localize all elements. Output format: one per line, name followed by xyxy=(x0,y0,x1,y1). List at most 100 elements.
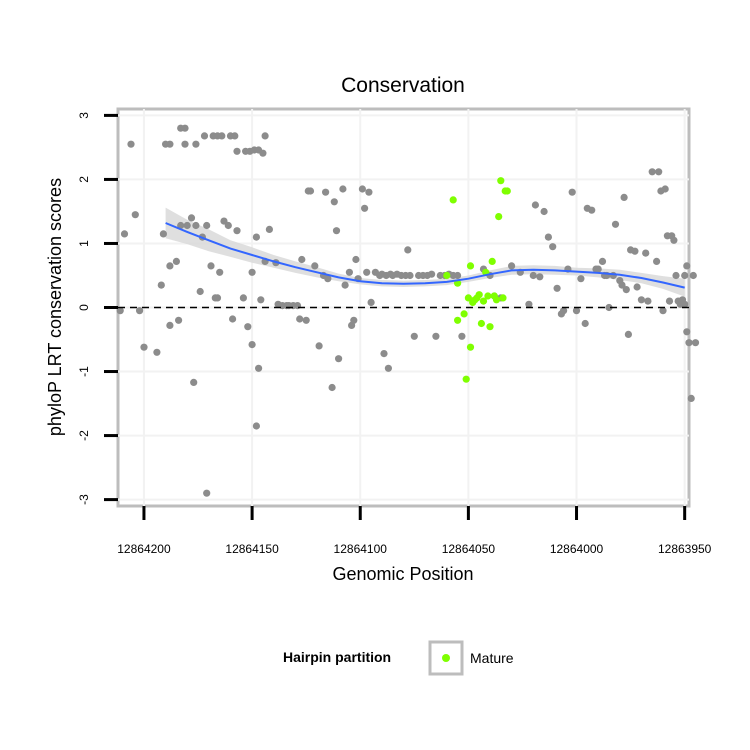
point-hairpin-158 xyxy=(681,300,689,308)
point-hairpin-143 xyxy=(644,297,652,305)
point-mature-0 xyxy=(443,271,451,280)
point-hairpin-33 xyxy=(220,217,228,225)
point-hairpin-21 xyxy=(172,257,180,265)
point-hairpin-56 xyxy=(311,262,319,270)
point-hairpin-60 xyxy=(324,275,332,283)
y-tick-label-1: -2 xyxy=(77,430,91,441)
y-axis-title: phyloP LRT conservation scores xyxy=(45,178,65,436)
point-hairpin-41 xyxy=(257,296,265,304)
point-hairpin-76 xyxy=(367,298,375,306)
point-hairpin-90 xyxy=(410,332,418,340)
point-mature-21 xyxy=(495,213,503,221)
point-hairpin-36 xyxy=(233,227,241,235)
point-hairpin-110 xyxy=(531,201,540,209)
point-hairpin-176 xyxy=(683,328,691,336)
point-hairpin-75 xyxy=(365,188,373,196)
point-hairpin-164 xyxy=(136,307,144,315)
point-hairpin-1 xyxy=(166,140,174,148)
point-mature-8 xyxy=(466,262,475,270)
point-hairpin-12 xyxy=(233,147,241,155)
point-hairpin-63 xyxy=(332,227,341,235)
y-tick-label-3: 0 xyxy=(77,304,91,311)
point-hairpin-40 xyxy=(252,233,260,241)
point-mature-20 xyxy=(492,296,501,304)
point-hairpin-141 xyxy=(637,296,646,304)
legend-key-mature-marker xyxy=(442,654,450,662)
point-hairpin-69 xyxy=(350,316,358,324)
point-hairpin-62 xyxy=(330,198,338,206)
point-hairpin-170 xyxy=(190,378,198,386)
x-tick-label-4: 12864000 xyxy=(550,542,604,556)
point-hairpin-35 xyxy=(229,315,237,323)
chart-title: Conservation xyxy=(341,74,465,97)
point-hairpin-175 xyxy=(681,271,689,280)
point-hairpin-163 xyxy=(131,211,139,219)
point-hairpin-4 xyxy=(181,140,189,148)
point-hairpin-66 xyxy=(341,281,349,289)
point-hairpin-24 xyxy=(187,214,196,222)
point-hairpin-6 xyxy=(200,132,209,140)
point-hairpin-121 xyxy=(577,275,585,283)
point-mature-17 xyxy=(486,323,494,331)
point-hairpin-140 xyxy=(633,283,641,291)
point-hairpin-55 xyxy=(306,187,315,195)
x-tick-label-2: 12864100 xyxy=(334,542,388,556)
point-hairpin-178 xyxy=(687,394,695,402)
point-hairpin-94 xyxy=(428,270,436,278)
point-hairpin-114 xyxy=(549,243,557,251)
point-hairpin-108 xyxy=(525,300,533,308)
point-hairpin-159 xyxy=(683,262,691,270)
point-hairpin-59 xyxy=(322,188,330,196)
point-hairpin-180 xyxy=(691,339,700,347)
point-hairpin-115 xyxy=(553,284,561,292)
grid xyxy=(118,109,689,506)
point-hairpin-3 xyxy=(181,124,189,132)
point-mature-3 xyxy=(454,316,462,324)
point-hairpin-61 xyxy=(328,383,336,392)
point-hairpin-160 xyxy=(116,307,124,315)
point-hairpin-165 xyxy=(140,343,148,351)
point-hairpin-112 xyxy=(540,207,548,216)
point-hairpin-95 xyxy=(432,332,440,340)
point-hairpin-9 xyxy=(218,132,226,140)
point-hairpin-132 xyxy=(611,220,620,228)
point-hairpin-67 xyxy=(345,268,353,276)
point-hairpin-29 xyxy=(207,262,215,270)
point-hairpin-167 xyxy=(157,281,165,289)
axes: 12864200 12864150 12864100 12864050 12864000… xyxy=(77,112,712,556)
point-hairpin-142 xyxy=(642,249,650,257)
point-hairpin-166 xyxy=(153,348,161,356)
point-hairpin-113 xyxy=(544,233,553,241)
point-hairpin-74 xyxy=(363,268,371,276)
point-hairpin-57 xyxy=(315,342,323,350)
point-hairpin-119 xyxy=(568,188,576,196)
point-mature-16 xyxy=(484,292,492,300)
point-hairpin-149 xyxy=(661,185,669,193)
point-hairpin-131 xyxy=(609,271,617,280)
point-hairpin-130 xyxy=(605,303,613,312)
point-hairpin-124 xyxy=(588,206,596,214)
point-hairpin-100 xyxy=(454,271,462,280)
point-hairpin-148 xyxy=(659,307,667,315)
point-hairpin-65 xyxy=(339,185,347,193)
point-hairpin-34 xyxy=(224,221,232,230)
point-hairpin-154 xyxy=(672,271,680,280)
point-hairpin-73 xyxy=(361,204,369,212)
smooth-layer xyxy=(165,222,685,289)
point-mature-25 xyxy=(503,187,511,195)
point-hairpin-39 xyxy=(248,268,256,276)
y-tick-label-0: -3 xyxy=(77,494,91,505)
point-hairpin-72 xyxy=(358,185,366,193)
point-hairpin-53 xyxy=(302,316,310,324)
point-hairpin-179 xyxy=(689,271,697,280)
point-mature-18 xyxy=(488,257,496,265)
y-tick-label-6: 3 xyxy=(77,112,91,119)
smooth-line xyxy=(165,222,685,289)
point-mature-1 xyxy=(449,196,457,204)
point-hairpin-162 xyxy=(127,140,135,148)
point-mature-22 xyxy=(497,177,505,185)
point-hairpin-168 xyxy=(166,321,174,329)
point-hairpin-43 xyxy=(265,225,273,233)
point-hairpin-80 xyxy=(380,350,388,358)
point-hairpin-122 xyxy=(581,319,589,328)
